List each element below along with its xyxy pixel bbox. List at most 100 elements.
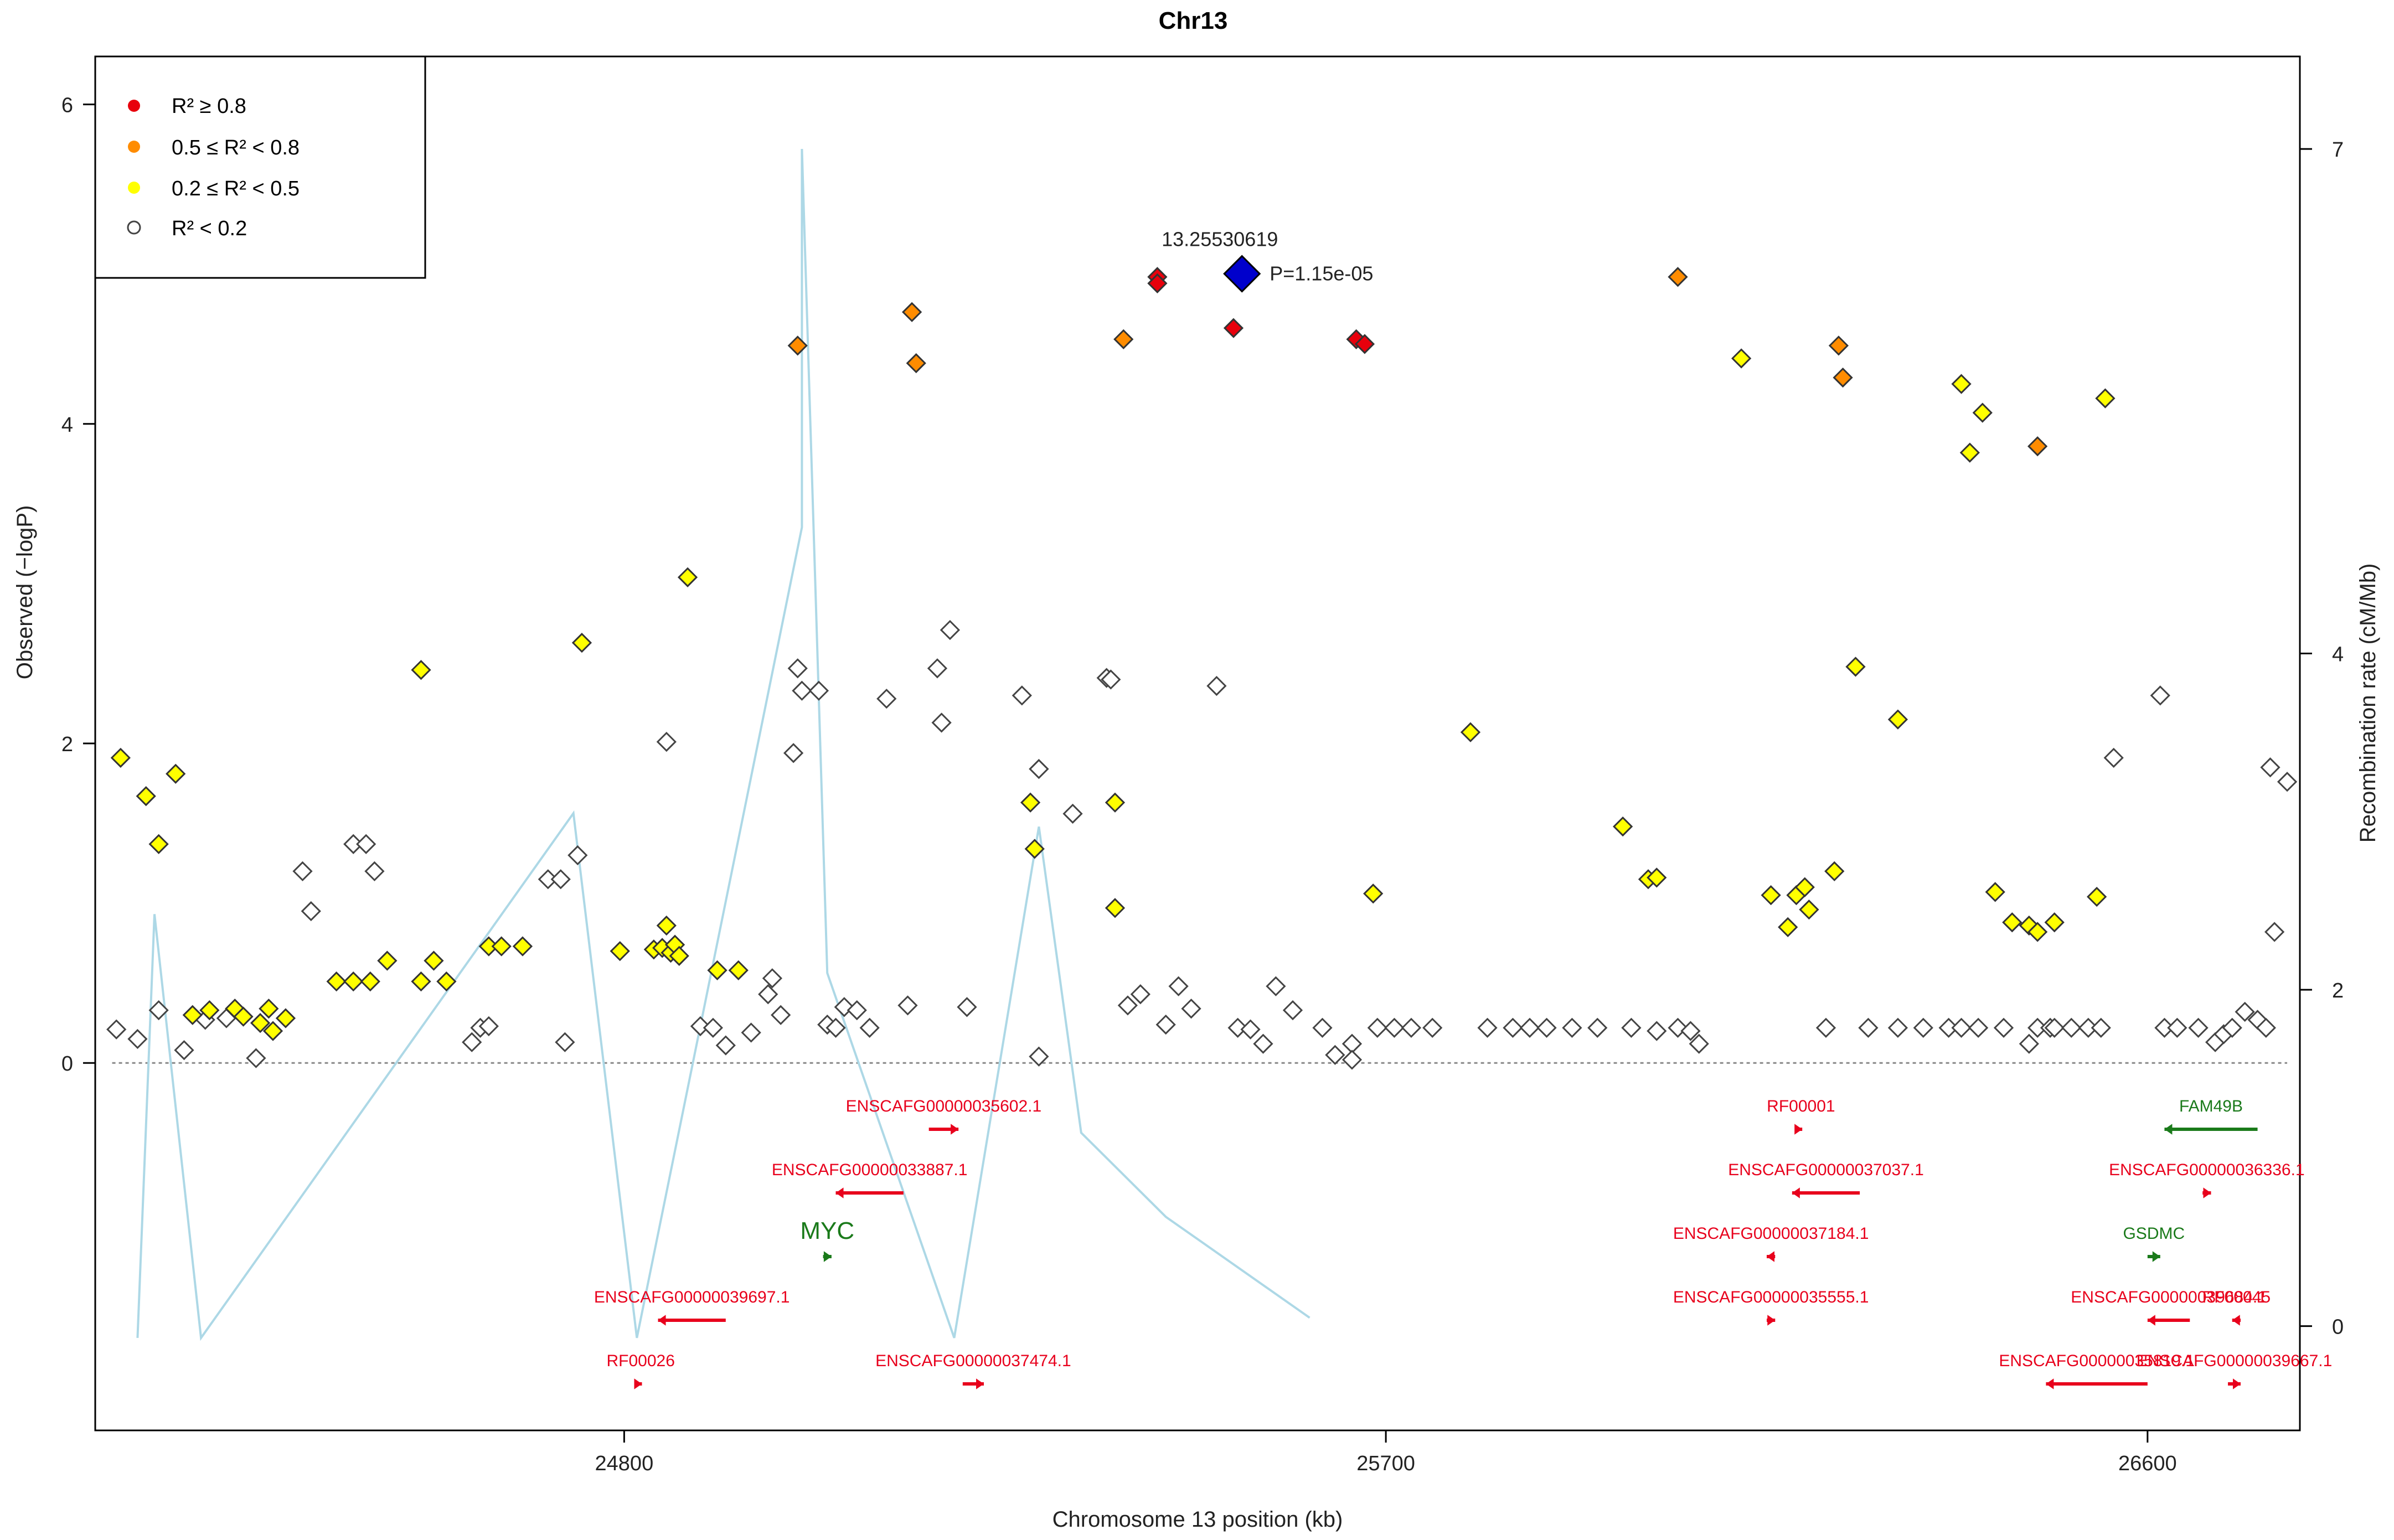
lead-snp-marker: [1223, 255, 1261, 293]
legend-label-r2-mid: 0.5 ≤ R² < 0.8: [172, 136, 300, 159]
snp-point-r2-none: [1815, 1017, 1836, 1038]
legend-marker-r2-low: [128, 182, 140, 194]
y-left-tick-label: 2: [61, 733, 73, 756]
snp-point-r2-none: [1367, 1017, 1387, 1038]
gene-strand-arrow: [658, 1315, 666, 1326]
snp-point-r2-none: [762, 968, 783, 989]
snp-point-r2-low: [148, 834, 169, 854]
gene-label: ENSCAFG00000035819.1: [1999, 1352, 2195, 1370]
snp-point-r2-mid: [1113, 329, 1134, 349]
points-layer: [106, 267, 2298, 1070]
snp-point-r2-low: [1024, 839, 1045, 859]
snp-point-r2-low: [1612, 816, 1633, 837]
snp-point-r2-none: [1689, 1033, 1709, 1054]
snp-point-r2-none: [847, 1000, 867, 1021]
snp-point-r2-low: [2044, 912, 2065, 933]
snp-point-r2-low: [1731, 348, 1752, 369]
snp-point-r2-mid: [1668, 267, 1688, 287]
snp-point-r2-none: [1401, 1017, 1422, 1038]
genes-layer: ENSCAFG00000035602.1 ENSCAFG00000033887.1…: [594, 1097, 2332, 1389]
snp-point-r2-high: [1354, 334, 1375, 354]
recombination-rate-line: [136, 149, 1310, 1341]
gene-strand-arrow: [1792, 1187, 1800, 1198]
x-axis-title: Chromosome 13 position (kb): [1052, 1507, 1343, 1532]
snp-point-r2-low: [424, 950, 444, 971]
y-left-tick-label: 6: [61, 94, 73, 117]
snp-point-r2-none: [106, 1019, 127, 1040]
snp-point-r2-mid: [1833, 367, 1853, 388]
snp-point-r2-none: [1168, 976, 1189, 996]
gene-strand-arrow: [2232, 1315, 2240, 1326]
snp-point-r2-none: [876, 689, 897, 709]
snp-point-r2-none: [783, 743, 804, 763]
snp-point-r2-none: [148, 1000, 169, 1021]
snp-point-r2-none: [825, 1017, 846, 1038]
snp-point-r2-none: [1240, 1019, 1261, 1040]
snp-point-r2-low: [326, 971, 347, 992]
x-tick-label: 25700: [1356, 1452, 1415, 1475]
snp-point-r2-none: [2167, 1017, 2187, 1038]
snp-point-r2-low: [728, 960, 749, 980]
snp-point-r2-none: [1117, 995, 1138, 1016]
snp-point-r2-none: [957, 997, 977, 1017]
snp-point-r2-none: [2256, 1017, 2276, 1038]
snp-point-r2-none: [174, 1040, 194, 1061]
snp-point-r2-none: [741, 1022, 761, 1043]
snp-point-r2-none: [1155, 1014, 1176, 1035]
snp-point-r2-none: [246, 1048, 266, 1068]
snp-point-r2-low: [491, 936, 512, 957]
snp-point-r2-none: [550, 869, 571, 890]
snp-point-r2-mid: [2027, 436, 2048, 457]
snp-point-r2-mid: [906, 353, 926, 374]
snp-point-r2-low: [656, 915, 677, 936]
gene-strand-arrow: [976, 1378, 984, 1389]
legend-marker-r2-none: [127, 220, 141, 235]
snp-point-r2-low: [1951, 374, 1972, 394]
snp-point-r2-none: [127, 1029, 148, 1050]
gene-label: ENSCAFG00000037184.1: [1673, 1224, 1869, 1243]
snp-point-r2-none: [931, 712, 952, 733]
gene-strand-arrow: [2147, 1315, 2155, 1326]
y-axis-title-left: Observed (−logP): [13, 505, 37, 680]
snp-point-r2-none: [1887, 1017, 1908, 1038]
chart-title: Chr13: [1159, 7, 1228, 34]
snp-point-r2-none: [859, 1017, 880, 1038]
y-right-tick-label: 0: [2332, 1316, 2344, 1339]
gene-label: ENSCAFG00000039684.1: [2071, 1288, 2267, 1306]
snp-point-r2-low: [2019, 915, 2039, 936]
snp-point-r2-none: [1282, 1000, 1303, 1021]
snp-point-r2-low: [571, 633, 592, 653]
gene-label: ENSCAFG00000033887.1: [772, 1161, 968, 1179]
gene-strand-arrow: [2046, 1378, 2054, 1389]
gene-strand-arrow: [1766, 1251, 1774, 1262]
snp-point-r2-low: [512, 936, 533, 957]
snp-point-r2-low: [1799, 900, 1819, 920]
legend: R² ≥ 0.8 0.5 ≤ R² < 0.8 0.2 ≤ R² < 0.5 R…: [94, 55, 426, 279]
snp-point-r2-low: [1794, 877, 1815, 897]
snp-point-r2-low: [1363, 883, 1384, 904]
snp-point-r2-low: [436, 971, 457, 992]
x-tick-label: 26600: [2118, 1452, 2177, 1475]
gene-label: ENSCAFG00000035555.1: [1673, 1288, 1869, 1306]
snp-point-r2-low: [1647, 867, 1667, 888]
snp-point-r2-none: [555, 1032, 575, 1052]
snp-point-r2-none: [567, 845, 588, 866]
snp-point-r2-none: [2260, 757, 2281, 778]
gene-label: ENSCAFG00000039697.1: [594, 1288, 790, 1306]
gene-label: RF00045: [2202, 1288, 2271, 1306]
snp-point-r2-low: [199, 1000, 220, 1021]
snp-point-r2-low: [707, 960, 728, 980]
gene-strand-arrow: [823, 1251, 832, 1262]
snp-point-r2-mid: [901, 302, 922, 322]
snp-point-r2-none: [1206, 675, 1227, 696]
snp-point-r2-none: [1968, 1017, 1989, 1038]
y-right-tick-label: 2: [2332, 979, 2344, 1002]
snp-point-r2-low: [1887, 709, 1908, 730]
snp-point-r2-none: [927, 658, 948, 679]
snp-point-r2-none: [1227, 1017, 1248, 1038]
snp-point-r2-high: [1147, 273, 1168, 293]
snp-point-r2-none: [2061, 1017, 2082, 1038]
snp-point-r2-none: [1422, 1017, 1443, 1038]
snp-point-r2-low: [1105, 898, 1126, 918]
snp-point-r2-none: [2264, 922, 2285, 942]
